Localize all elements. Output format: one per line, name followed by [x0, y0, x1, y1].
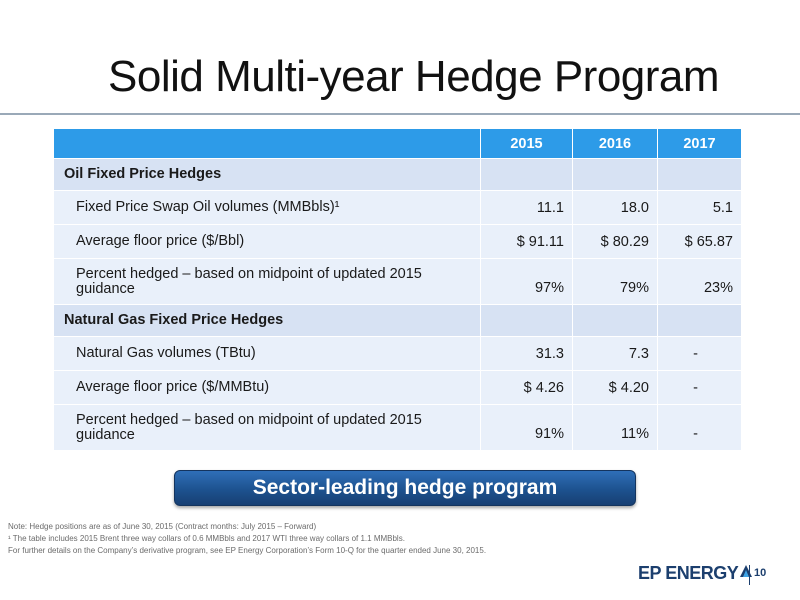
row-label: Percent hedged – based on midpoint of up…	[53, 258, 481, 305]
column-header-2015: 2015	[480, 128, 573, 159]
cell-2017: $ 65.87	[657, 224, 742, 259]
sector-leading-callout-button[interactable]: Sector-leading hedge program	[174, 470, 636, 506]
cell-2016: 79%	[572, 258, 658, 305]
empty-cell	[480, 304, 573, 337]
page-number: 10	[754, 567, 767, 579]
column-header-2016: 2016	[572, 128, 658, 159]
footnote-line: For further details on the Company’s der…	[8, 546, 487, 555]
cell-2015: 91%	[480, 404, 573, 451]
table-header-row: 2015 2016 2017	[53, 128, 742, 159]
empty-cell	[572, 304, 658, 337]
cell-2015: 31.3	[480, 336, 573, 371]
table-row: Average floor price ($/Bbl) $ 91.11 $ 80…	[53, 224, 742, 259]
flame-icon	[740, 564, 753, 577]
footer-separator	[749, 565, 750, 585]
empty-cell	[657, 158, 742, 191]
header-blank-cell	[53, 128, 481, 159]
cell-2017: -	[657, 336, 742, 371]
section-heading: Natural Gas Fixed Price Hedges	[53, 304, 481, 337]
ep-energy-logo: EP ENERGY	[638, 563, 753, 584]
cell-2017: 5.1	[657, 190, 742, 225]
table-row: Percent hedged – based on midpoint of up…	[53, 404, 742, 451]
table-row: Percent hedged – based on midpoint of up…	[53, 258, 742, 305]
empty-cell	[572, 158, 658, 191]
cell-2016: 7.3	[572, 336, 658, 371]
empty-cell	[657, 304, 742, 337]
cell-2016: 11%	[572, 404, 658, 451]
table-row: Natural Gas volumes (TBtu) 31.3 7.3 -	[53, 336, 742, 371]
cell-2017: 23%	[657, 258, 742, 305]
footnote-line: Note: Hedge positions are as of June 30,…	[8, 522, 317, 531]
cell-2015: $ 91.11	[480, 224, 573, 259]
section-row-oil: Oil Fixed Price Hedges	[53, 158, 742, 191]
brand-name: EP ENERGY	[638, 563, 739, 583]
column-header-2017: 2017	[657, 128, 742, 159]
slide-title: Solid Multi-year Hedge Program	[108, 52, 720, 101]
table-row: Fixed Price Swap Oil volumes (MMBbls)¹ 1…	[53, 190, 742, 225]
title-divider	[0, 113, 800, 115]
cell-2016: $ 80.29	[572, 224, 658, 259]
footnote-line: ¹ The table includes 2015 Brent three wa…	[8, 534, 405, 543]
cell-2016: $ 4.20	[572, 370, 658, 405]
row-label: Average floor price ($/Bbl)	[53, 224, 481, 259]
section-row-gas: Natural Gas Fixed Price Hedges	[53, 304, 742, 337]
cell-2015: $ 4.26	[480, 370, 573, 405]
row-label: Natural Gas volumes (TBtu)	[53, 336, 481, 371]
cell-2017: -	[657, 370, 742, 405]
row-label: Fixed Price Swap Oil volumes (MMBbls)¹	[53, 190, 481, 225]
cell-2016: 18.0	[572, 190, 658, 225]
row-label: Average floor price ($/MMBtu)	[53, 370, 481, 405]
table-row: Average floor price ($/MMBtu) $ 4.26 $ 4…	[53, 370, 742, 405]
cell-2015: 11.1	[480, 190, 573, 225]
section-heading: Oil Fixed Price Hedges	[53, 158, 481, 191]
row-label: Percent hedged – based on midpoint of up…	[53, 404, 481, 451]
footnotes: Note: Hedge positions are as of June 30,…	[8, 521, 708, 557]
cell-2015: 97%	[480, 258, 573, 305]
empty-cell	[480, 158, 573, 191]
hedge-table: 2015 2016 2017 Oil Fixed Price Hedges Fi…	[53, 128, 742, 451]
cell-2017: -	[657, 404, 742, 451]
